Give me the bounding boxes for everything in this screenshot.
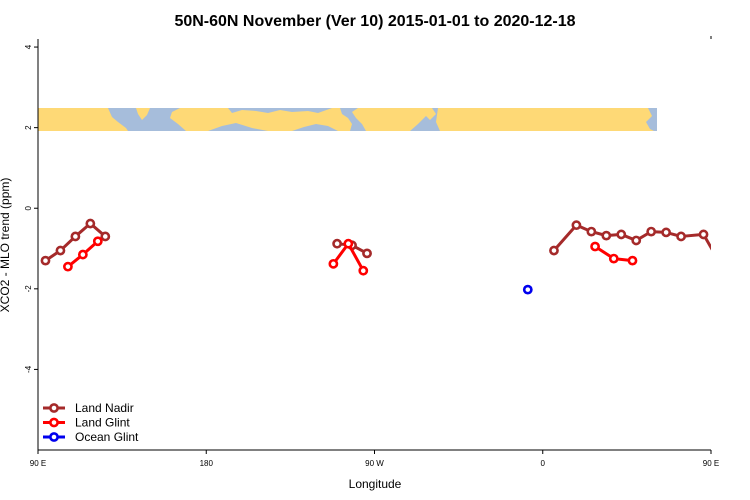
y-tick-label: 4	[24, 44, 33, 49]
y-axis-label: XCO2 - MLO trend (ppm)	[0, 178, 12, 313]
land-glint-point	[627, 255, 638, 266]
land-nadir-point	[55, 245, 66, 256]
map-land	[38, 108, 654, 131]
map-land-shape	[436, 108, 654, 131]
land-nadir-point	[631, 235, 642, 246]
land-glint-point	[343, 238, 354, 249]
legend-land-glint-label: Land Glint	[75, 416, 130, 430]
land-nadir-point	[676, 231, 686, 242]
legend-land-glint-marker	[49, 417, 59, 428]
map-land-shape	[38, 108, 128, 131]
legend-ocean-glint-label: Ocean Glint	[75, 430, 139, 444]
land-nadir-point	[362, 248, 372, 259]
ocean-glint-point	[522, 284, 533, 295]
y-axis: 4 2 0 -2 -4	[24, 44, 38, 373]
land-nadir-point	[601, 230, 612, 241]
land-glint-point	[92, 236, 103, 247]
land-nadir-point	[586, 226, 597, 237]
land-nadir-point	[715, 257, 722, 264]
land-glint-point	[590, 241, 600, 252]
x-tick-label: 180	[200, 459, 214, 468]
land-nadir-point	[646, 226, 657, 237]
y-tick-label: -2	[24, 285, 33, 293]
map-strip	[38, 108, 657, 131]
x-tick-label: 90 E	[30, 459, 46, 468]
x-axis-label: Longitude	[349, 477, 402, 491]
series-layer	[40, 218, 750, 295]
land-nadir-point	[698, 229, 709, 240]
land-nadir-point	[332, 238, 343, 249]
land-nadir-point	[40, 255, 51, 266]
land-nadir-point	[549, 245, 559, 256]
land-nadir-point	[661, 227, 672, 238]
land-glint-point	[358, 265, 369, 276]
land-nadir-point	[100, 231, 111, 242]
legend-ocean-glint-marker	[49, 432, 59, 442]
land-nadir-point	[571, 220, 582, 231]
y-tick-label: -4	[24, 365, 33, 373]
legend-land-nadir-label: Land Nadir	[75, 401, 134, 415]
x-tick-label: 0	[541, 459, 546, 468]
land-glint-point	[328, 258, 339, 269]
map-land-shape	[352, 108, 436, 131]
land-nadir-point	[70, 231, 81, 242]
land-nadir-point	[616, 229, 627, 240]
land-nadir-point	[730, 247, 737, 254]
land-nadir-point	[745, 233, 750, 240]
chart-title: 50N-60N November (Ver 10) 2015-01-01 to …	[174, 13, 575, 30]
land-nadir-point	[85, 218, 96, 229]
legend-land-nadir-marker	[49, 403, 59, 413]
x-axis: 90 E 180 90 W 0 90 E	[30, 450, 719, 468]
land-glint-point	[608, 253, 619, 264]
x-tick-label: 90 W	[365, 459, 384, 468]
map-land-shape	[136, 108, 150, 120]
x-tick-label: 90 E	[703, 459, 719, 468]
y-tick-label: 0	[24, 205, 33, 210]
plot-frame	[37, 36, 712, 451]
land-glint-point	[63, 261, 73, 272]
land-glint-point	[77, 249, 88, 260]
map-land-shape	[170, 108, 352, 131]
y-tick-label: 2	[24, 125, 33, 130]
